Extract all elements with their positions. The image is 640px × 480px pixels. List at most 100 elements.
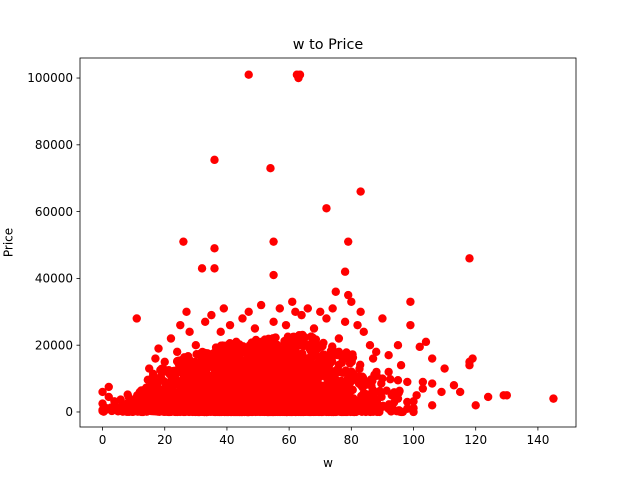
data-point (344, 237, 353, 246)
data-point (449, 381, 459, 390)
data-point (306, 340, 315, 350)
data-point (378, 314, 387, 323)
data-point (99, 407, 108, 416)
data-point (197, 364, 206, 373)
data-point (269, 270, 278, 280)
y-axis: 0 20000 40000 60000 80000 100000 (27, 71, 80, 419)
data-point (471, 401, 480, 410)
data-point (154, 344, 163, 353)
data-point (144, 386, 153, 395)
data-point (266, 406, 275, 415)
data-point (185, 327, 194, 337)
data-point (193, 377, 203, 386)
data-point (237, 356, 247, 365)
data-point (316, 365, 325, 375)
data-point (171, 366, 180, 375)
data-point (327, 351, 336, 361)
data-point (247, 356, 256, 365)
data-point (356, 380, 366, 390)
data-point (294, 73, 303, 83)
data-point (379, 402, 388, 411)
data-point (238, 314, 247, 323)
data-point (321, 401, 331, 410)
data-point (276, 364, 286, 373)
data-point (288, 334, 297, 344)
data-point (465, 361, 474, 370)
x-tick-label: 60 (281, 433, 296, 447)
data-point (427, 354, 437, 363)
data-point (218, 362, 227, 371)
data-point (291, 307, 300, 316)
data-point (225, 320, 235, 330)
data-point (281, 320, 291, 330)
data-point (269, 375, 279, 385)
y-tick-label: 0 (65, 405, 73, 419)
data-point (258, 362, 267, 371)
data-point (151, 354, 160, 363)
data-point (382, 386, 391, 395)
data-point (409, 397, 418, 406)
data-point (126, 399, 136, 408)
data-point (241, 372, 250, 381)
data-point (147, 402, 156, 411)
data-point (195, 389, 204, 398)
data-point (344, 290, 353, 300)
data-point (228, 359, 237, 369)
data-point (242, 380, 252, 389)
data-point (393, 376, 403, 385)
data-point (394, 388, 403, 398)
data-point (160, 357, 169, 367)
data-point (322, 314, 331, 323)
data-point (249, 362, 258, 372)
data-point (319, 338, 328, 348)
data-point (365, 340, 375, 350)
data-point (371, 394, 380, 404)
data-point (483, 392, 493, 402)
data-point (299, 341, 308, 351)
data-point (137, 386, 146, 395)
data-point (316, 307, 325, 316)
data-point (198, 353, 207, 363)
data-point (403, 397, 412, 407)
data-point (273, 340, 282, 350)
data-point (213, 384, 222, 393)
data-point (132, 314, 141, 323)
data-point (275, 398, 284, 408)
data-point (202, 407, 211, 417)
data-point (309, 324, 319, 333)
data-point (314, 388, 324, 398)
data-point (351, 407, 361, 417)
data-point (294, 331, 304, 340)
data-point (288, 297, 297, 306)
data-point (106, 403, 115, 412)
chart-title: w to Price (293, 37, 364, 53)
data-point (172, 347, 182, 357)
data-point (340, 267, 350, 276)
data-point (358, 372, 367, 381)
data-point (228, 350, 238, 359)
data-point (357, 392, 367, 401)
data-point (191, 357, 200, 367)
data-point (421, 337, 431, 347)
data-point (180, 395, 189, 404)
data-point (266, 342, 275, 352)
data-point (342, 348, 351, 357)
data-point (247, 338, 257, 347)
x-tick-label: 40 (219, 433, 234, 447)
data-point (183, 371, 193, 380)
data-point (289, 407, 298, 416)
data-point (465, 254, 474, 263)
data-point (275, 304, 284, 313)
data-points (98, 70, 558, 417)
data-point (250, 324, 260, 333)
y-tick-label: 100000 (27, 71, 73, 85)
data-point (136, 407, 146, 417)
data-point (158, 394, 167, 403)
x-tick-label: 80 (344, 433, 359, 447)
data-point (357, 402, 366, 411)
data-point (322, 204, 331, 213)
data-point (415, 342, 424, 352)
data-point (269, 393, 279, 402)
data-point (244, 70, 253, 79)
data-point (199, 373, 209, 382)
